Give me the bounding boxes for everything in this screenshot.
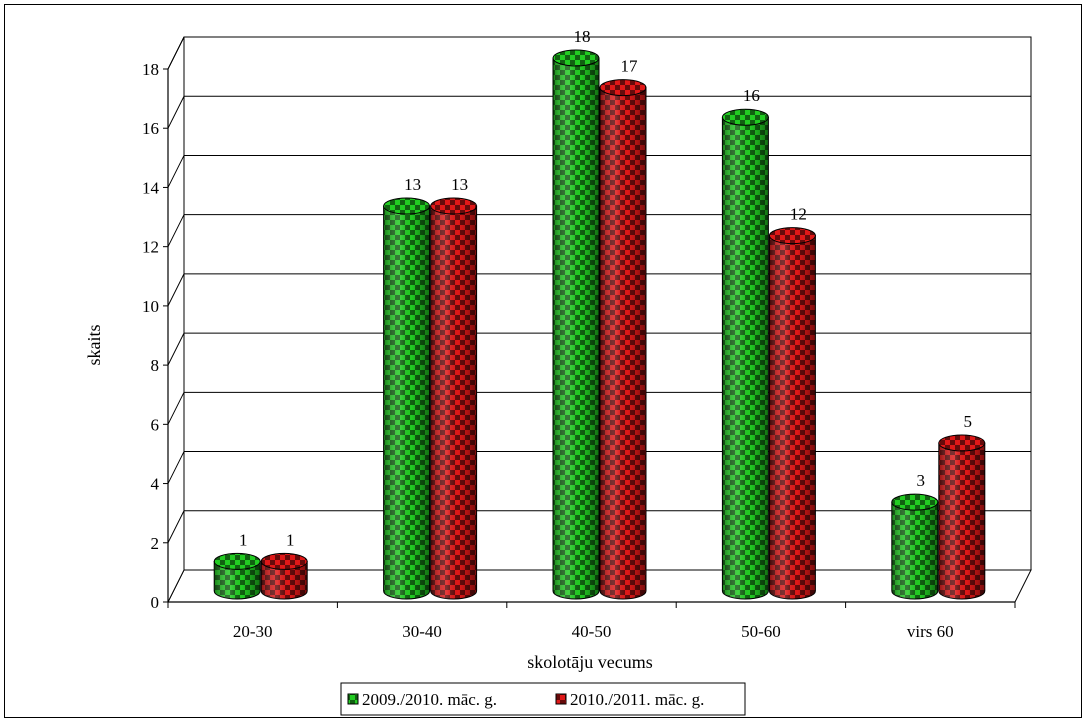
bar-2009-2010-m-c-g-50-60 <box>721 108 769 600</box>
y-axis-title: skaits <box>84 324 104 365</box>
data-label-2009-2010-m-c-g-30-40: 13 <box>404 175 421 194</box>
x-tick-label: 20-30 <box>233 622 273 641</box>
bar-shading <box>383 206 430 600</box>
y-tick-label: 8 <box>151 356 160 375</box>
bar-top <box>891 493 939 511</box>
legend-box <box>340 682 746 716</box>
data-label-2010-2011-m-c-g-virs-60: 5 <box>964 412 973 431</box>
gridline-side <box>167 273 185 307</box>
bar-2009-2010-m-c-g-virs-60 <box>891 493 939 600</box>
bar-shading <box>214 561 261 600</box>
bar-2010-2011-m-c-g-20-30 <box>260 552 308 600</box>
y-tick-label: 18 <box>142 60 159 79</box>
y-tick-label: 0 <box>151 593 160 612</box>
data-labels: 1 1 13 13 18 17 16 12 3 5 <box>239 27 972 549</box>
gridline-side <box>167 510 185 544</box>
data-label-2009-2010-m-c-g-40-50: 18 <box>574 27 591 46</box>
bar-2009-2010-m-c-g-40-50 <box>552 49 600 600</box>
axes <box>167 69 1015 603</box>
y-tick-label: 6 <box>151 415 160 434</box>
bar-2010-2011-m-c-g-virs-60 <box>938 434 986 600</box>
gridline-side <box>167 214 185 247</box>
bar-2009-2010-m-c-g-20-30 <box>213 552 261 600</box>
y-tick-label: 12 <box>142 238 159 257</box>
data-label-2010-2011-m-c-g-20-30: 1 <box>286 530 295 549</box>
legend-swatch-2010-2011 <box>555 693 567 705</box>
bar-shading <box>553 58 599 599</box>
x-tick-label: 30-40 <box>402 622 442 641</box>
bars <box>213 49 986 600</box>
bar-2010-2011-m-c-g-30-40 <box>430 197 478 600</box>
data-label-2009-2010-m-c-g-virs-60: 3 <box>917 471 926 490</box>
y-axis-ticks: 0 2 4 6 8 10 12 14 16 18 <box>142 60 168 612</box>
legend-label-2010-2011: 2010./2011. māc. g. <box>570 690 704 709</box>
bar-top <box>768 227 816 245</box>
bar-2010-2011-m-c-g-50-60 <box>768 227 816 600</box>
gridline-side <box>167 332 185 366</box>
data-label-2009-2010-m-c-g-50-60: 16 <box>743 86 760 105</box>
gridline-side <box>167 155 185 188</box>
bar-top <box>938 434 986 452</box>
data-label-2010-2011-m-c-g-40-50: 17 <box>621 57 639 76</box>
x-axis-ticks: 20-30 30-40 40-50 50-60 virs 60 <box>167 602 1016 641</box>
x-axis-title: skolotāju vecums <box>527 652 652 672</box>
data-label-2010-2011-m-c-g-30-40: 13 <box>451 175 468 194</box>
x-tick-label: 40-50 <box>572 622 612 641</box>
bar-top <box>552 49 600 67</box>
x-tick-label: 50-60 <box>741 622 781 641</box>
bar-shading <box>261 561 308 599</box>
y-tick-label: 2 <box>151 534 160 553</box>
legend-swatch-2009-2010 <box>347 693 359 705</box>
bar-top <box>383 197 431 215</box>
legend: 2009./2010. māc. g. 2010./2011. māc. g. <box>340 682 746 716</box>
legend-label-2009-2010: 2009./2010. māc. g. <box>362 690 497 709</box>
bar-top <box>260 552 308 570</box>
bar-top <box>721 108 769 126</box>
data-label-2010-2011-m-c-g-50-60: 12 <box>790 205 807 224</box>
y-tick-label: 16 <box>142 119 159 138</box>
y-tick-label: 4 <box>151 475 160 494</box>
bar-top <box>599 79 647 97</box>
y-tick-label: 14 <box>142 178 160 197</box>
bar-shading <box>600 87 646 599</box>
bar-shading <box>430 206 477 600</box>
gridline-side <box>167 36 185 70</box>
gridline-side <box>167 95 185 129</box>
y-tick-label: 10 <box>142 297 159 316</box>
bar-2010-2011-m-c-g-40-50 <box>599 79 647 600</box>
bar-top <box>213 552 261 570</box>
gridline-side <box>167 451 185 484</box>
bar-shading <box>891 502 938 599</box>
bar-top <box>430 197 478 215</box>
plot-side-wall <box>167 36 185 603</box>
gridline-side <box>167 392 185 425</box>
bar-shading <box>722 117 769 599</box>
bar-shading <box>938 442 985 599</box>
bar-shading <box>769 235 816 599</box>
x-tick-label: virs 60 <box>907 622 954 641</box>
bar-2009-2010-m-c-g-30-40 <box>383 197 431 600</box>
data-label-2009-2010-m-c-g-20-30: 1 <box>239 530 248 549</box>
